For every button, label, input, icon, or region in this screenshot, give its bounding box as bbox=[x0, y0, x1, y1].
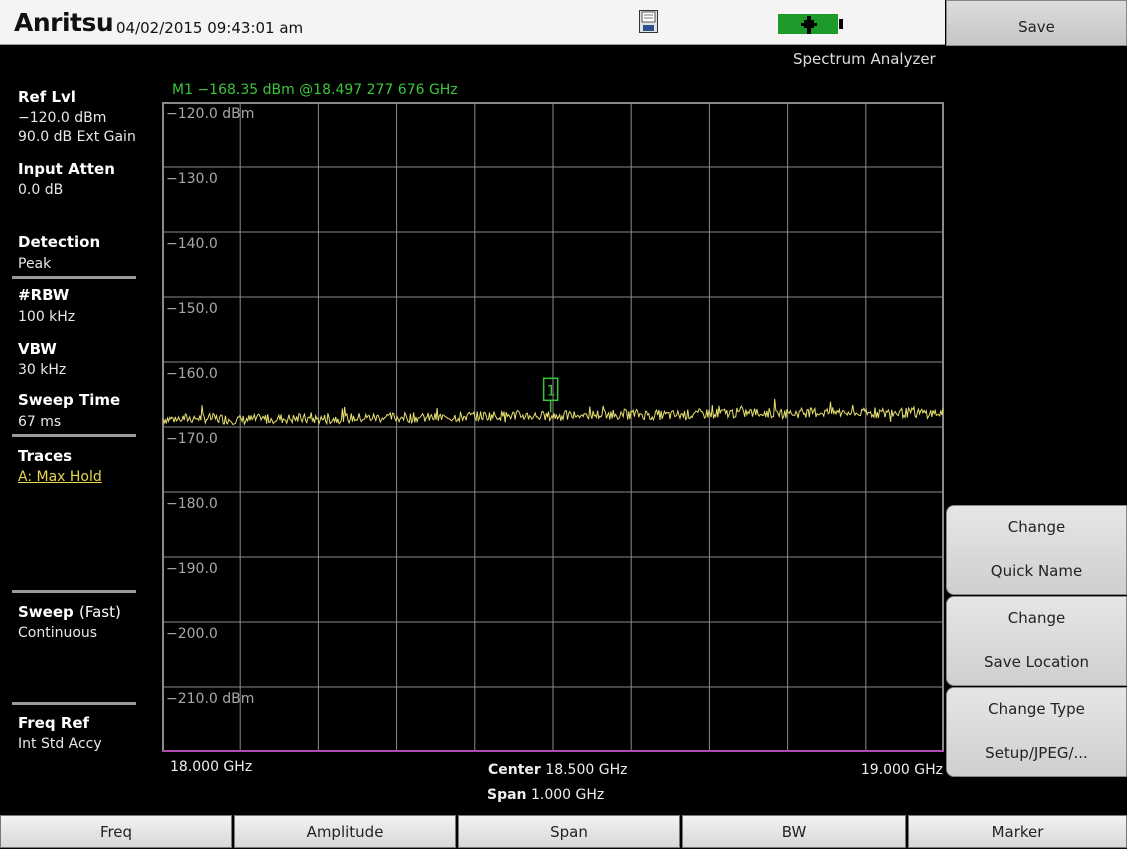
main-menu-bar: Freq Amplitude Span BW Marker bbox=[0, 815, 1127, 848]
y-tick-label: −200.0 bbox=[166, 626, 218, 642]
save-button-label: Save bbox=[1018, 18, 1055, 36]
change-save-location-line2: Save Location bbox=[983, 653, 1090, 671]
y-tick-label: −190.0 bbox=[166, 561, 218, 577]
y-tick-label: −180.0 bbox=[166, 496, 218, 512]
sweep-time-value: 67 ms bbox=[18, 414, 62, 430]
save-file-icon bbox=[639, 10, 658, 33]
detection-value: Peak bbox=[18, 256, 52, 272]
datetime-readout: 04/02/2015 09:43:01 am bbox=[116, 19, 304, 37]
amplitude-menu-button[interactable]: Amplitude bbox=[234, 815, 456, 848]
sweep-label-text: Sweep bbox=[18, 603, 74, 621]
bw-menu-button[interactable]: BW bbox=[682, 815, 906, 848]
sweep-value: Continuous bbox=[18, 625, 98, 641]
input-atten-value: 0.0 dB bbox=[18, 182, 64, 198]
y-tick-label: −160.0 bbox=[166, 366, 218, 382]
y-tick-label: −140.0 bbox=[166, 236, 218, 252]
mode-label: Spectrum Analyzer bbox=[793, 50, 936, 68]
change-quick-name-line1: Change bbox=[1007, 518, 1066, 536]
marker-menu-button[interactable]: Marker bbox=[908, 815, 1127, 848]
rbw-label[interactable]: #RBW bbox=[18, 286, 70, 304]
span-menu-button[interactable]: Span bbox=[458, 815, 680, 848]
change-type-button[interactable]: Change Type Setup/JPEG/... bbox=[946, 687, 1127, 777]
y-tick-label: −130.0 bbox=[166, 171, 218, 187]
marker-label: 1 bbox=[547, 383, 556, 399]
change-type-line1: Change Type bbox=[988, 700, 1085, 718]
marker-readout: M1 −168.35 dBm @18.497 277 676 GHz bbox=[172, 82, 458, 98]
traces-value[interactable]: A: Max Hold bbox=[18, 469, 102, 485]
settings-summary-panel: Ref Lvl −120.0 dBm 90.0 dB Ext Gain Inpu… bbox=[0, 60, 150, 760]
change-save-location-line1: Change bbox=[1007, 609, 1066, 627]
status-header: Anritsu 04/02/2015 09:43:01 am bbox=[0, 0, 945, 45]
center-frequency[interactable]: Center 18.500 GHz bbox=[488, 762, 627, 778]
sweep-time-label[interactable]: Sweep Time bbox=[18, 391, 121, 409]
center-label: Center bbox=[488, 762, 541, 778]
ref-level-value: −120.0 dBm bbox=[18, 110, 107, 126]
freq-menu-button[interactable]: Freq bbox=[0, 815, 232, 848]
y-tick-label: −170.0 bbox=[166, 431, 218, 447]
span-label: Span bbox=[487, 787, 527, 803]
change-type-line2: Setup/JPEG/... bbox=[985, 744, 1088, 762]
separator bbox=[12, 434, 136, 437]
change-save-location-button[interactable]: Change Save Location bbox=[946, 596, 1127, 686]
y-tick-label: −150.0 bbox=[166, 301, 218, 317]
softkey-panel: Save Change Quick Name Change Save Locat… bbox=[946, 0, 1127, 848]
separator bbox=[12, 590, 136, 593]
span-value: 1.000 GHz bbox=[530, 787, 605, 803]
y-tick-label: −210.0 dBm bbox=[166, 691, 254, 707]
rbw-value: 100 kHz bbox=[18, 309, 76, 325]
detection-label[interactable]: Detection bbox=[18, 233, 101, 251]
spectrum-plot[interactable]: −120.0 dBm −130.0 −140.0 −150.0 −160.0 −170.0… bbox=[162, 102, 944, 752]
sweep-mode: (Fast) bbox=[78, 603, 121, 621]
power-plug-icon bbox=[801, 16, 817, 34]
change-quick-name-line2: Quick Name bbox=[990, 562, 1083, 580]
x-end-label: 19.000 GHz bbox=[860, 762, 943, 778]
input-atten-label[interactable]: Input Atten bbox=[18, 160, 115, 178]
separator bbox=[12, 702, 136, 705]
y-tick-label: −120.0 dBm bbox=[166, 106, 254, 122]
vbw-label[interactable]: VBW bbox=[18, 340, 57, 358]
x-start-label: 18.000 GHz bbox=[170, 759, 253, 775]
brand-logo: Anritsu bbox=[14, 8, 114, 37]
battery-icon bbox=[778, 14, 843, 34]
save-button[interactable]: Save bbox=[946, 0, 1127, 46]
spectrum-trace bbox=[162, 398, 944, 426]
freq-ref-label[interactable]: Freq Ref bbox=[18, 714, 90, 732]
traces-label[interactable]: Traces bbox=[18, 447, 73, 465]
sweep-label[interactable]: Sweep (Fast) bbox=[18, 603, 121, 621]
span-readout[interactable]: Span 1.000 GHz bbox=[487, 787, 604, 803]
ext-gain-value: 90.0 dB Ext Gain bbox=[18, 129, 136, 145]
ref-level-label[interactable]: Ref Lvl bbox=[18, 88, 76, 106]
separator bbox=[12, 276, 136, 279]
change-quick-name-button[interactable]: Change Quick Name bbox=[946, 505, 1127, 595]
center-value: 18.500 GHz bbox=[545, 762, 628, 778]
spectrum-graph[interactable]: −120.0 dBm −130.0 −140.0 −150.0 −160.0 −170.0… bbox=[162, 102, 944, 752]
freq-ref-value: Int Std Accy bbox=[18, 736, 102, 752]
vbw-value: 30 kHz bbox=[18, 362, 67, 378]
